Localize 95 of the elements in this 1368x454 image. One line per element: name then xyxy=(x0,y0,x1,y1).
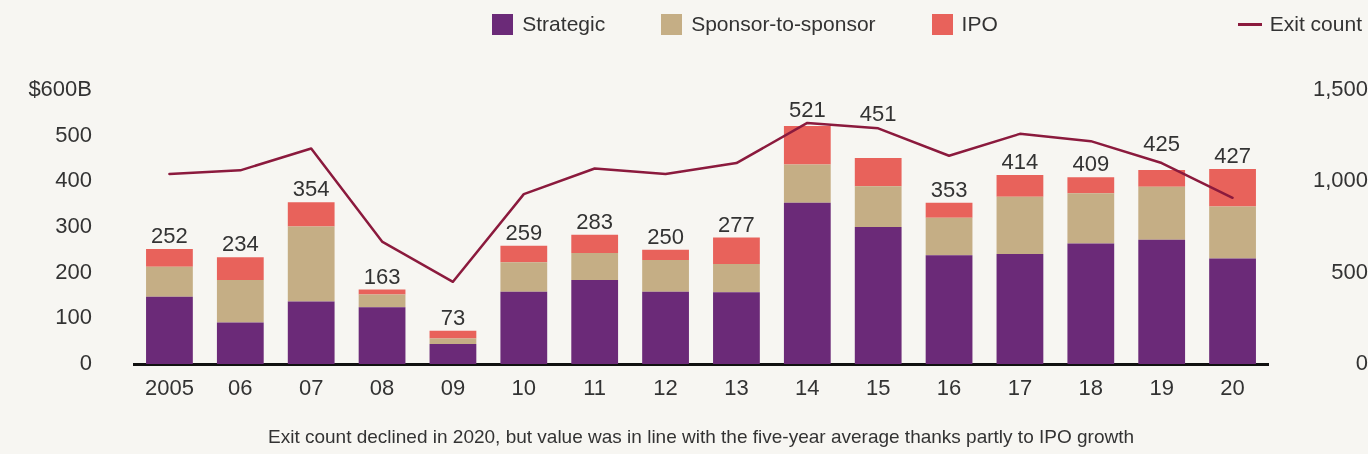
bar xyxy=(429,343,477,364)
bar xyxy=(1067,177,1115,194)
text: Exit count declined in 2020, but value was in line with the five-year average thanks partly to IPO growth xyxy=(267,425,1135,449)
bar xyxy=(996,253,1044,364)
total-label: 250 xyxy=(647,223,684,249)
x-tick-label: 18 xyxy=(1078,375,1104,401)
bar xyxy=(216,279,264,323)
legend-label: Strategic xyxy=(522,12,606,36)
bar xyxy=(571,279,619,364)
bar xyxy=(642,259,689,292)
bar xyxy=(500,291,548,364)
total-label: 354 xyxy=(292,176,330,202)
y-tick-label: 400 xyxy=(55,167,92,193)
bar xyxy=(642,249,689,260)
bar xyxy=(783,126,831,165)
total-label: 427 xyxy=(1214,143,1251,168)
y-tick-label: 500 xyxy=(55,121,92,147)
total-label: 409 xyxy=(1072,151,1110,177)
bar xyxy=(925,202,973,218)
y-tick-label: 200 xyxy=(55,258,92,284)
bar xyxy=(358,289,406,295)
y2-tick-label: 1,000 xyxy=(1312,167,1368,193)
bar xyxy=(146,266,193,297)
x-tick-label: 19 xyxy=(1149,375,1174,401)
bar xyxy=(1138,169,1186,187)
bar xyxy=(287,202,335,227)
bar xyxy=(1138,186,1186,240)
total-label: 451 xyxy=(859,100,897,126)
bar xyxy=(429,338,477,344)
legend-label: Sponsor-to-sponsor xyxy=(691,12,876,36)
x-tick-label: 09 xyxy=(440,375,466,401)
x-tick-label: 2005 xyxy=(144,375,194,401)
total-label: 259 xyxy=(505,219,543,245)
bar xyxy=(358,294,406,308)
legend-label: IPO xyxy=(961,12,998,36)
total-label: 283 xyxy=(576,208,614,234)
total-label: 353 xyxy=(930,176,968,202)
total-label: 521 xyxy=(788,96,826,122)
x-tick-label: 07 xyxy=(298,375,324,401)
bar xyxy=(713,237,760,264)
x-tick-label: 10 xyxy=(511,375,537,401)
x-tick-label: 15 xyxy=(865,375,891,401)
bar xyxy=(783,164,831,203)
bar xyxy=(1138,239,1186,364)
x-tick-label: 17 xyxy=(1007,375,1033,401)
bar xyxy=(925,255,973,364)
x-tick-label: 06 xyxy=(228,375,253,401)
bar xyxy=(287,301,335,364)
y-tick-label: $600B xyxy=(28,76,92,102)
bar xyxy=(571,234,619,254)
bar xyxy=(358,307,406,364)
total-label: 414 xyxy=(1001,148,1039,174)
y2-tick-label: 1,500 xyxy=(1312,76,1368,102)
y-tick-label: 0 xyxy=(79,350,92,376)
y-tick-label: 300 xyxy=(55,213,92,239)
bar xyxy=(287,226,335,302)
bar xyxy=(925,217,973,256)
bar xyxy=(996,174,1044,197)
total-label: 234 xyxy=(221,231,259,257)
total-label: 252 xyxy=(151,222,188,248)
total-label: 425 xyxy=(1143,131,1181,157)
bar xyxy=(1209,169,1256,207)
bar xyxy=(713,263,760,293)
bar xyxy=(1209,258,1256,364)
total-label: 163 xyxy=(363,263,401,289)
x-tick-label: 08 xyxy=(369,375,395,401)
bar xyxy=(1209,206,1256,259)
bar xyxy=(783,202,831,364)
x-tick-label: 12 xyxy=(653,375,678,401)
bar xyxy=(1067,243,1115,364)
total-label: 73 xyxy=(440,304,466,330)
y2-tick-label: 500 xyxy=(1331,258,1368,284)
x-tick-label: 20 xyxy=(1220,375,1245,401)
x-tick-label: 16 xyxy=(936,375,962,401)
x-tick-label: 14 xyxy=(795,375,820,401)
bar xyxy=(642,291,689,364)
bar xyxy=(216,257,264,280)
bar xyxy=(216,322,264,364)
bar xyxy=(854,186,902,227)
bar xyxy=(854,227,902,364)
total-label: 277 xyxy=(718,211,755,237)
bar xyxy=(500,262,548,292)
bar xyxy=(571,253,619,280)
bar xyxy=(500,245,548,263)
x-tick-label: 13 xyxy=(724,375,749,401)
x-tick-label: 11 xyxy=(583,375,607,401)
legend-label: Exit count xyxy=(1269,12,1362,36)
bar xyxy=(146,248,193,267)
y2-tick-label: 0 xyxy=(1355,350,1368,376)
bar xyxy=(146,296,193,364)
bar xyxy=(713,292,760,364)
y-tick-label: 100 xyxy=(55,304,92,330)
bar xyxy=(996,196,1044,254)
bar xyxy=(1067,193,1115,244)
bar xyxy=(854,158,902,187)
